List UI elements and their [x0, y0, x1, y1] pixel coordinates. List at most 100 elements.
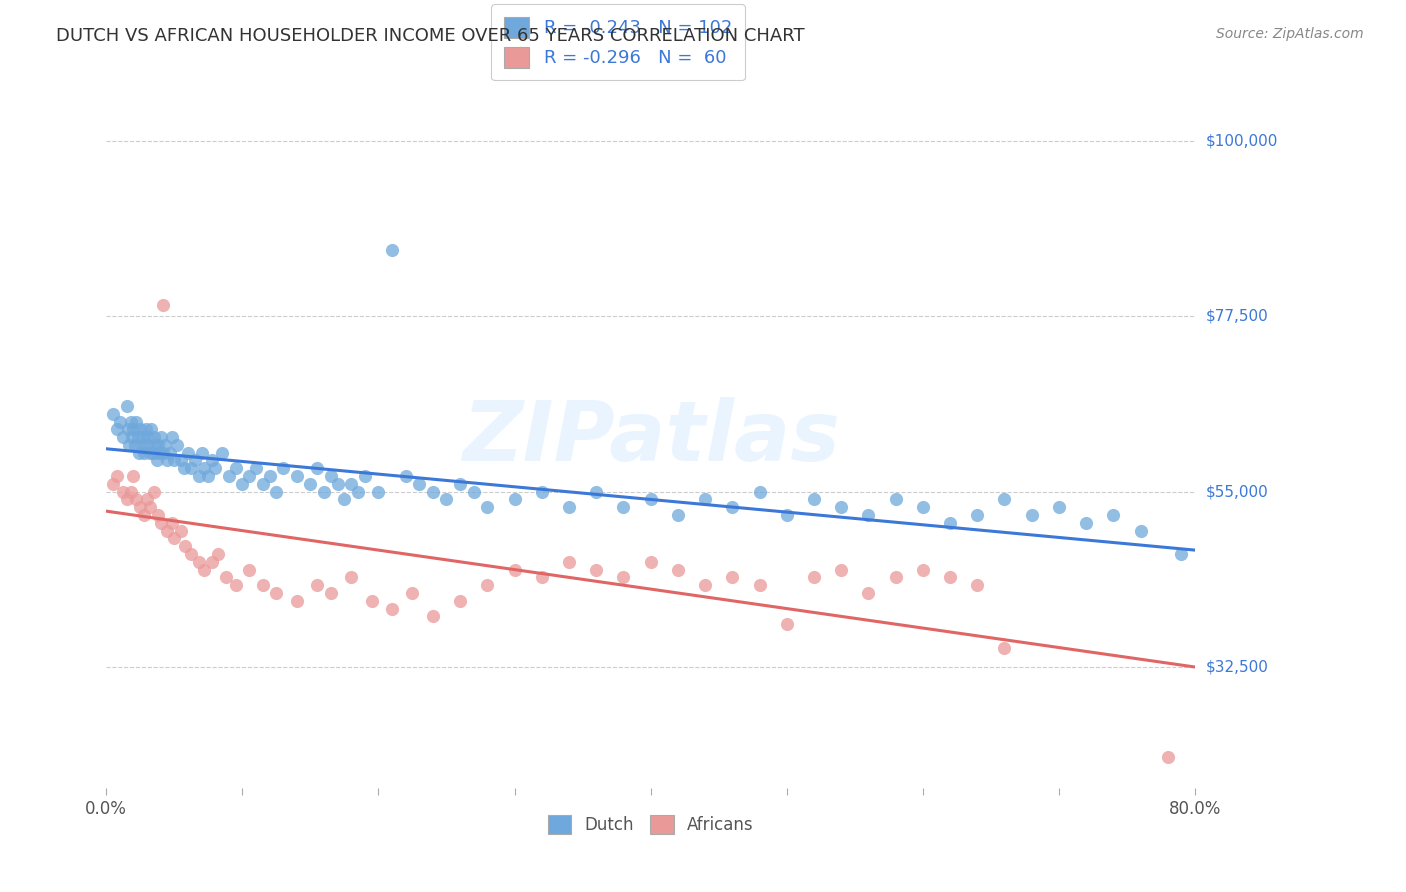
- Point: [166, 438, 188, 452]
- Point: [146, 438, 169, 452]
- Point: [285, 469, 308, 483]
- Point: [136, 438, 159, 452]
- Point: [141, 422, 163, 436]
- Point: [170, 524, 193, 538]
- Point: [422, 484, 444, 499]
- Point: [152, 445, 174, 459]
- Point: [152, 297, 174, 311]
- Point: [353, 469, 375, 483]
- Point: [503, 563, 526, 577]
- Point: [211, 445, 233, 459]
- Point: [101, 476, 124, 491]
- Point: [174, 539, 197, 553]
- Point: [612, 500, 634, 515]
- Point: [197, 469, 219, 483]
- Point: [911, 563, 934, 577]
- Point: [101, 407, 124, 421]
- Point: [127, 430, 149, 444]
- Point: [721, 500, 744, 515]
- Point: [408, 476, 430, 491]
- Point: [131, 438, 153, 452]
- Point: [146, 508, 169, 522]
- Point: [124, 438, 146, 452]
- Point: [585, 563, 607, 577]
- Point: [156, 453, 179, 467]
- Point: [145, 453, 167, 467]
- Point: [858, 508, 880, 522]
- Point: [207, 547, 229, 561]
- Point: [830, 500, 852, 515]
- Point: [193, 563, 215, 577]
- Point: [121, 430, 143, 444]
- Text: $77,500: $77,500: [1206, 309, 1268, 324]
- Point: [558, 555, 581, 569]
- Point: [120, 484, 142, 499]
- Point: [149, 516, 172, 530]
- Point: [748, 578, 770, 592]
- Point: [776, 617, 799, 632]
- Point: [238, 469, 260, 483]
- Point: [299, 476, 322, 491]
- Point: [187, 469, 209, 483]
- Point: [360, 594, 382, 608]
- Point: [141, 445, 163, 459]
- Point: [201, 453, 224, 467]
- Point: [136, 492, 159, 507]
- Point: [218, 469, 240, 483]
- Text: DUTCH VS AFRICAN HOUSEHOLDER INCOME OVER 65 YEARS CORRELATION CHART: DUTCH VS AFRICAN HOUSEHOLDER INCOME OVER…: [56, 27, 804, 45]
- Point: [558, 500, 581, 515]
- Point: [858, 586, 880, 600]
- Point: [966, 508, 988, 522]
- Point: [477, 500, 499, 515]
- Point: [1076, 516, 1098, 530]
- Point: [215, 570, 238, 584]
- Point: [139, 500, 162, 515]
- Point: [640, 492, 662, 507]
- Point: [122, 469, 145, 483]
- Point: [340, 476, 363, 491]
- Point: [721, 570, 744, 584]
- Point: [666, 563, 689, 577]
- Point: [612, 570, 634, 584]
- Point: [129, 422, 152, 436]
- Point: [395, 469, 418, 483]
- Point: [966, 578, 988, 592]
- Text: $55,000: $55,000: [1206, 484, 1268, 500]
- Point: [111, 430, 134, 444]
- Point: [884, 570, 907, 584]
- Point: [1102, 508, 1125, 522]
- Point: [884, 492, 907, 507]
- Point: [201, 555, 224, 569]
- Point: [271, 461, 294, 475]
- Point: [238, 563, 260, 577]
- Point: [111, 484, 134, 499]
- Point: [312, 484, 335, 499]
- Point: [153, 438, 176, 452]
- Point: [118, 438, 141, 452]
- Point: [183, 453, 205, 467]
- Point: [128, 445, 150, 459]
- Point: [285, 594, 308, 608]
- Point: [135, 422, 157, 436]
- Point: [177, 445, 200, 459]
- Point: [266, 586, 288, 600]
- Point: [117, 422, 139, 436]
- Point: [530, 484, 553, 499]
- Text: $100,000: $100,000: [1206, 134, 1278, 148]
- Point: [149, 430, 172, 444]
- Point: [585, 484, 607, 499]
- Point: [115, 399, 138, 413]
- Point: [449, 476, 471, 491]
- Point: [449, 594, 471, 608]
- Point: [803, 570, 825, 584]
- Point: [1021, 508, 1043, 522]
- Point: [319, 469, 342, 483]
- Point: [190, 445, 212, 459]
- Point: [139, 445, 162, 459]
- Point: [381, 601, 404, 615]
- Text: Source: ZipAtlas.com: Source: ZipAtlas.com: [1216, 27, 1364, 41]
- Point: [148, 445, 170, 459]
- Point: [105, 422, 128, 436]
- Point: [803, 492, 825, 507]
- Point: [259, 469, 281, 483]
